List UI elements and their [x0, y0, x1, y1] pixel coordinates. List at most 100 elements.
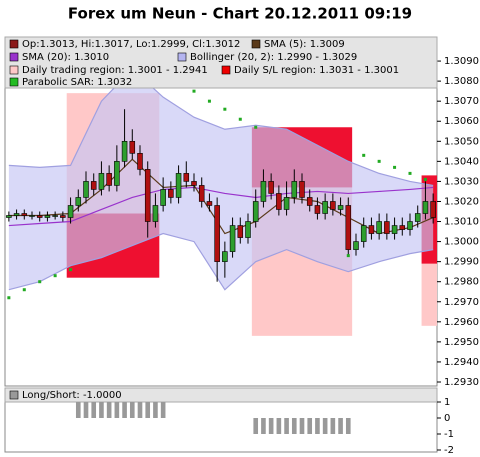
candle-body	[52, 215, 58, 217]
legend-swatch	[9, 39, 19, 49]
candle-body	[191, 181, 197, 186]
long-short-bar	[160, 402, 166, 418]
long-short-bar	[345, 418, 351, 434]
candle-body	[129, 140, 136, 154]
sar-dot	[207, 99, 211, 103]
y-tick-label: 1.3010	[444, 217, 479, 228]
candle-body	[384, 221, 390, 234]
legend-swatch	[221, 65, 231, 75]
long-short-bar	[91, 402, 97, 418]
candle-body	[229, 225, 236, 252]
candle-body	[353, 241, 359, 250]
y-tick-label: 1.3050	[444, 136, 479, 147]
legend-swatch	[251, 39, 261, 49]
candle-body	[368, 225, 375, 234]
candle-body	[306, 197, 313, 206]
legend-swatch	[9, 52, 19, 62]
long-short-bar	[137, 402, 143, 418]
sar-dot	[362, 153, 366, 157]
candle-body	[399, 225, 406, 230]
candle-body	[314, 205, 321, 214]
sar-dot	[22, 288, 26, 292]
long-short-bar	[75, 402, 81, 418]
legend-label: SMA (20): 1.3010	[22, 52, 109, 63]
long-short-bar	[315, 418, 320, 434]
candle-body	[83, 181, 89, 198]
y-tick-label: 1.3070	[444, 96, 479, 107]
sar-dot	[38, 280, 42, 284]
candle-body	[121, 140, 128, 162]
candle-body	[337, 205, 344, 210]
long-short-bar	[153, 402, 158, 418]
sar-dot	[192, 89, 196, 93]
long-short-bar	[307, 418, 313, 434]
candle-body	[391, 225, 398, 234]
candle-body	[90, 181, 97, 190]
legend-swatch	[9, 77, 19, 87]
legend-swatch	[177, 52, 187, 62]
indicator-line	[8, 68, 434, 187]
candle-body	[183, 173, 190, 182]
legend-label: Daily S/L region: 1.3031 - 1.3001	[234, 65, 399, 76]
long-short-bar	[291, 418, 297, 434]
candle-body	[144, 169, 151, 222]
y-tick-label: 1.2970	[444, 297, 479, 308]
long-short-bar	[129, 402, 135, 418]
y-tick-label: 1.3060	[444, 116, 479, 127]
long-short-bar	[253, 418, 259, 434]
long-short-bar	[338, 418, 343, 434]
long-short-bar	[268, 418, 274, 434]
candle-body	[299, 181, 305, 198]
candle-body	[29, 215, 35, 217]
bollinger-band-fill	[8, 69, 434, 290]
candle-body	[430, 201, 436, 218]
lower-legend-box	[4, 387, 438, 403]
sar-dot	[254, 125, 258, 129]
y2-tick-label: -1	[444, 429, 454, 440]
y-tick-label: 1.3000	[444, 237, 479, 248]
candle-body	[276, 193, 282, 210]
candle-body	[160, 189, 166, 206]
legend-label: Op:1.3013, Hi:1.3017, Lo:1.2999, Cl:1.30…	[22, 39, 240, 50]
sar-dot	[377, 159, 381, 163]
candle-body	[175, 173, 182, 198]
candle-body	[414, 213, 421, 222]
sar-dot	[393, 165, 397, 169]
chart-title: Forex um Neun - Chart 20.12.2011 09:19	[68, 5, 412, 23]
candle-body	[360, 225, 367, 242]
sar-dot	[346, 254, 350, 258]
candle-body	[137, 153, 143, 170]
sar-dot	[69, 268, 73, 272]
legend-label: SMA (5): 1.3009	[264, 39, 345, 50]
long-short-bar	[299, 418, 305, 434]
y2-tick-label: -2	[444, 445, 454, 456]
candle-body	[291, 181, 298, 198]
candle-body	[330, 201, 336, 210]
y-tick-label: 1.3090	[444, 56, 479, 67]
legend-swatch	[9, 390, 19, 400]
y-tick-label: 1.3030	[444, 176, 479, 187]
y-tick-label: 1.3080	[444, 76, 479, 87]
long-short-bar	[114, 402, 120, 418]
candle-body	[21, 213, 28, 216]
y-tick-label: 1.2980	[444, 277, 479, 288]
y-tick-label: 1.3020	[444, 196, 479, 207]
candle-body	[13, 213, 20, 216]
y-tick-label: 1.2940	[444, 357, 479, 368]
candle-body	[237, 225, 244, 238]
long-short-bar	[106, 402, 112, 418]
y2-tick-label: 1	[444, 397, 450, 408]
long-short-bar	[261, 418, 266, 434]
candle-body	[6, 215, 12, 218]
y-tick-label: 1.2990	[444, 257, 479, 268]
long-short-bar	[330, 418, 336, 434]
y-tick-label: 1.2930	[444, 377, 479, 388]
candle-body	[98, 173, 105, 190]
candle-body	[44, 215, 51, 218]
candle-body	[283, 197, 290, 210]
long-short-bar	[284, 418, 289, 434]
candle-body	[376, 221, 382, 234]
y2-tick-label: 0	[444, 413, 450, 424]
sar-dot	[223, 107, 227, 111]
